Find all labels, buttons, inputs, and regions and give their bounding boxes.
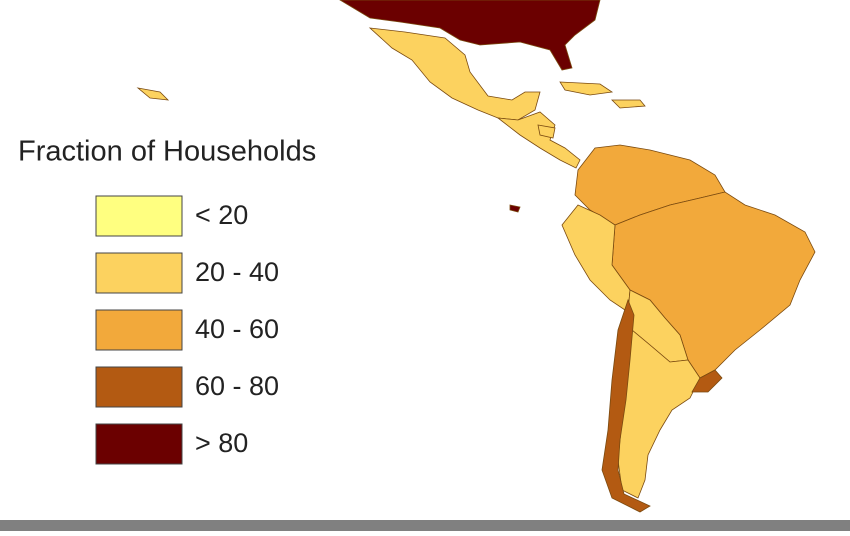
legend-label: 40 - 60	[195, 314, 279, 344]
legend-label: 60 - 80	[195, 371, 279, 401]
region	[368, 27, 541, 121]
legend-title: Fraction of Households	[18, 136, 316, 168]
region	[496, 111, 581, 169]
region	[537, 124, 556, 139]
region	[509, 204, 521, 213]
legend-swatch	[95, 309, 183, 351]
region	[691, 369, 723, 393]
legend-label: > 80	[195, 428, 248, 458]
legend-swatch	[95, 252, 183, 294]
legend-label: < 20	[195, 200, 248, 230]
bottom-bar	[0, 520, 850, 531]
region	[136, 87, 170, 101]
legend-swatch	[95, 195, 183, 237]
legend-swatch	[95, 366, 183, 408]
region	[559, 81, 614, 96]
legend-label: 20 - 40	[195, 257, 279, 287]
legend-swatch	[95, 423, 183, 465]
region	[611, 99, 646, 109]
countries	[136, 0, 816, 513]
region	[601, 298, 651, 513]
region	[339, 0, 601, 71]
legend: < 20 20 - 40 40 - 60 60 - 80 > 80	[95, 195, 279, 465]
